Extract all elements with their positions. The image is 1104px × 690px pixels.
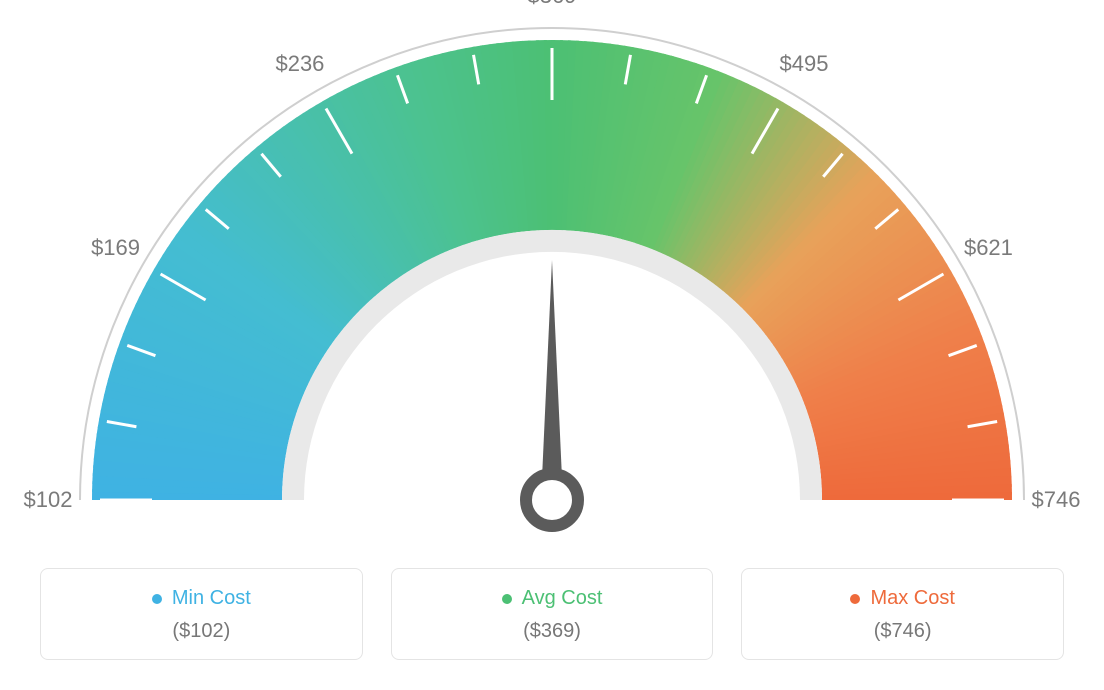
legend-title-text: Min Cost [172,587,251,610]
legend-title-text: Avg Cost [522,587,603,610]
gauge-tick-label: $746 [1032,487,1081,513]
gauge-tick-label: $169 [91,235,140,261]
legend-value-max: ($746) [752,620,1053,643]
gauge-tick-label: $102 [24,487,73,513]
gauge-tick-label: $495 [780,51,829,77]
legend-row: Min Cost ($102) Avg Cost ($369) Max Cost… [40,568,1064,660]
legend-title-text: Max Cost [870,587,954,610]
legend-title-max: Max Cost [850,587,954,610]
gauge-svg [0,0,1104,560]
cost-gauge: $102 $169 $236 $369 $495 $621 $746 [0,0,1104,560]
dot-icon [152,594,162,604]
legend-card-avg: Avg Cost ($369) [391,568,714,660]
dot-icon [850,594,860,604]
gauge-tick-label: $621 [964,235,1013,261]
legend-title-avg: Avg Cost [502,587,603,610]
gauge-tick-label: $369 [528,0,577,9]
legend-title-min: Min Cost [152,587,251,610]
legend-value-avg: ($369) [402,620,703,643]
gauge-tick-label: $236 [275,51,324,77]
legend-value-min: ($102) [51,620,352,643]
dot-icon [502,594,512,604]
legend-card-max: Max Cost ($746) [741,568,1064,660]
legend-card-min: Min Cost ($102) [40,568,363,660]
